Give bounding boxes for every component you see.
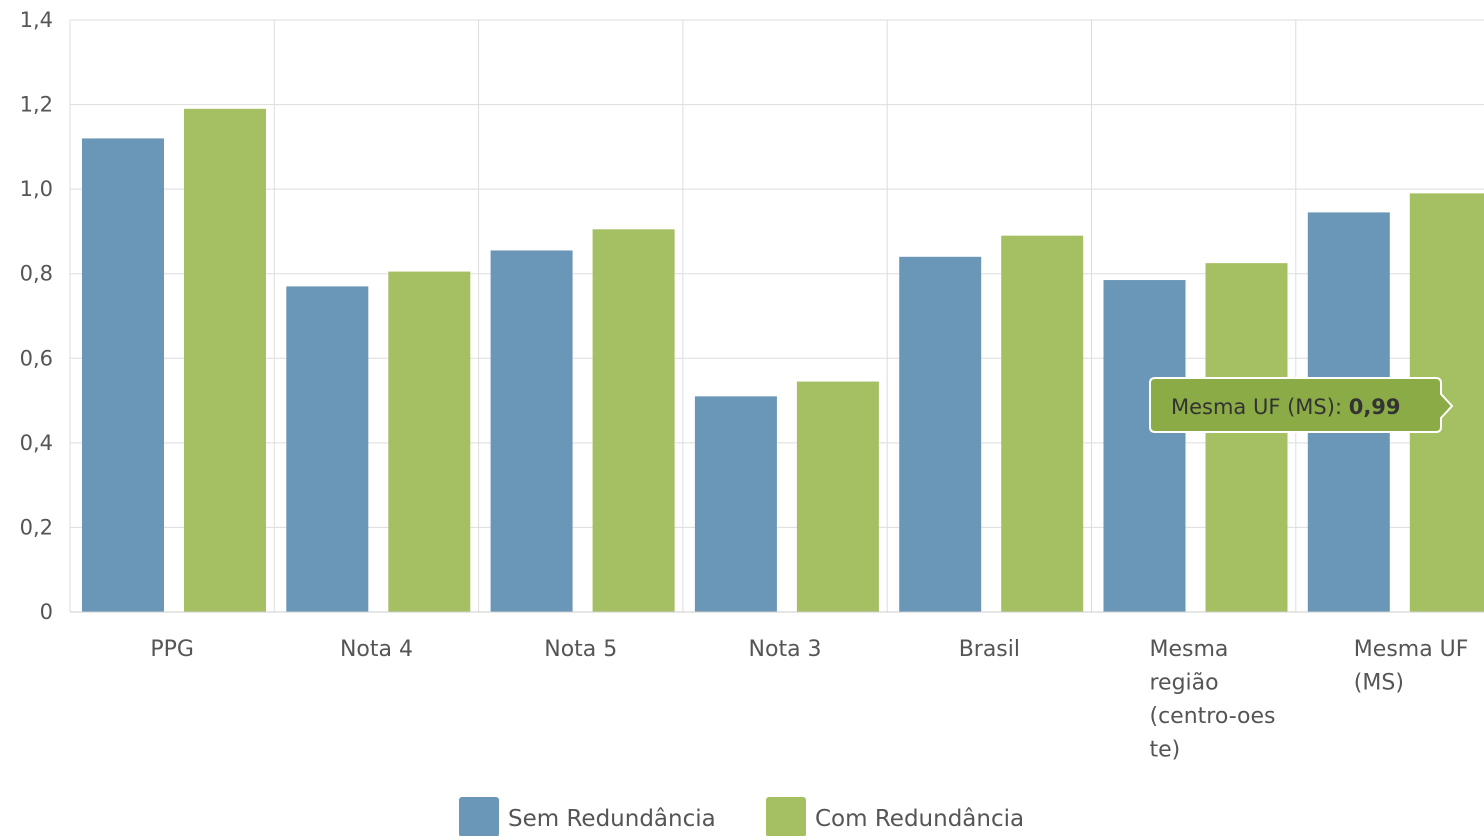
x-tick-label-line: Nota 4 xyxy=(340,637,413,662)
x-tick-label-line: te) xyxy=(1150,738,1181,763)
y-tick-label: 1,4 xyxy=(20,8,53,32)
bar-com-redundancia[interactable] xyxy=(796,381,879,612)
legend-swatch xyxy=(459,797,499,837)
x-tick-label: PPG xyxy=(150,637,194,662)
bar-sem-redundancia[interactable] xyxy=(490,250,573,612)
tooltip-box: Mesma UF (MS): 0,99 xyxy=(1149,377,1454,433)
axes: 0 0,2 0,4 0,6 0,8 1,0 1,2 1,4 PPG Nota 4 Nota 5 Not… xyxy=(20,8,1484,763)
x-tick-label-line: Mesma UF xyxy=(1354,637,1469,662)
x-tick-label: Mesma UF (MS) xyxy=(1354,637,1469,696)
tooltip: Mesma UF (MS): 0,99 xyxy=(1149,377,1454,433)
bar-sem-redundancia[interactable] xyxy=(286,286,369,612)
legend-item-com-redundancia[interactable]: Com Redundância xyxy=(766,797,1024,837)
y-tick-label: 0,6 xyxy=(20,346,53,370)
tooltip-shape xyxy=(1149,377,1454,433)
x-tick-label-line: Mesma xyxy=(1150,637,1229,662)
x-tick-label-line: região xyxy=(1150,671,1219,696)
x-tick-label-line: Nota 5 xyxy=(544,637,617,662)
x-tick-label: Mesma região (centro-oes te) xyxy=(1150,637,1276,763)
x-tick-label-line: PPG xyxy=(150,637,194,662)
legend: Sem Redundância Com Redundância xyxy=(459,797,1024,837)
x-tick-label: Nota 4 xyxy=(340,637,413,662)
x-tick-label-line: (centro-oes xyxy=(1150,704,1276,729)
bars xyxy=(82,108,1484,613)
bar-com-redundancia[interactable] xyxy=(184,108,266,613)
x-tick-label-line: Brasil xyxy=(959,637,1020,662)
bar-sem-redundancia[interactable] xyxy=(694,396,777,612)
x-tick-label-line: (MS) xyxy=(1354,671,1404,696)
bar-sem-redundancia[interactable] xyxy=(1103,280,1186,612)
x-tick-label: Nota 3 xyxy=(749,637,822,662)
bar-com-redundancia[interactable] xyxy=(1001,235,1084,612)
bar-sem-redundancia[interactable] xyxy=(82,138,164,612)
y-tick-label: 1,0 xyxy=(20,177,53,201)
y-tick-label: 0,8 xyxy=(20,262,53,286)
x-tick-label: Nota 5 xyxy=(544,637,617,662)
bar-com-redundancia[interactable] xyxy=(1205,263,1288,612)
tooltip-text: Mesma UF (MS): 0,99 xyxy=(1171,395,1401,419)
tooltip-label: Mesma UF (MS): xyxy=(1171,395,1349,419)
legend-swatch xyxy=(766,797,806,837)
bar-com-redundancia[interactable] xyxy=(592,229,675,613)
legend-label: Sem Redundância xyxy=(508,806,716,832)
tooltip-value: 0,99 xyxy=(1349,395,1401,419)
x-tick-label: Brasil xyxy=(959,637,1020,662)
y-tick-label: 0,4 xyxy=(20,431,53,455)
y-tick-label: 0,2 xyxy=(20,515,53,539)
y-tick-label: 0 xyxy=(40,600,53,624)
legend-label: Com Redundância xyxy=(815,806,1024,832)
bar-com-redundancia[interactable] xyxy=(388,271,471,612)
x-tick-label-line: Nota 3 xyxy=(749,637,822,662)
y-tick-label: 1,2 xyxy=(20,93,53,117)
legend-item-sem-redundancia[interactable]: Sem Redundância xyxy=(459,797,716,837)
bar-sem-redundancia[interactable] xyxy=(899,256,982,612)
